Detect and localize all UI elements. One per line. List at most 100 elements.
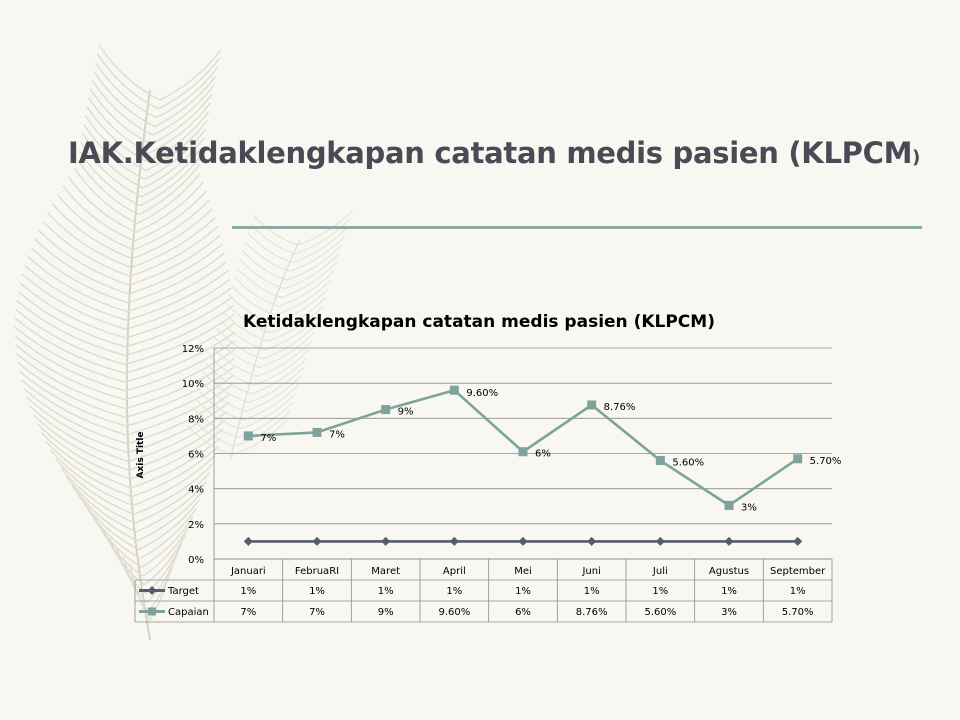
data-label: 9% <box>398 407 414 418</box>
category-label: Juni <box>581 566 600 577</box>
data-point <box>518 536 528 546</box>
table-cell: 9.60% <box>438 607 470 618</box>
data-point <box>724 536 734 546</box>
feather-barb <box>247 232 293 264</box>
feather-barb <box>26 397 128 454</box>
table-cell: 6% <box>515 607 531 618</box>
feather-barb <box>130 225 219 277</box>
data-point <box>793 454 803 464</box>
feather-barb <box>222 310 268 342</box>
feather-barb <box>129 234 221 286</box>
feather-barb <box>145 120 208 172</box>
feather-barb <box>129 428 224 480</box>
feather-barb <box>214 337 260 369</box>
feather-barb <box>251 358 307 395</box>
feather-barb <box>146 552 179 603</box>
data-point <box>655 456 665 466</box>
feather-barb <box>127 252 226 304</box>
feather-barb <box>34 238 129 295</box>
feather-barb <box>154 76 217 128</box>
feather-barb <box>216 328 263 360</box>
feather-barb <box>241 249 288 281</box>
legend-marker <box>148 607 156 616</box>
feather-barb <box>78 150 141 207</box>
feather-barb <box>84 115 147 172</box>
feather-barb <box>194 398 241 430</box>
data-point <box>655 536 665 546</box>
feather-barb <box>47 211 132 269</box>
data-label: 7% <box>260 433 276 444</box>
feather-barb <box>133 199 210 251</box>
feather-barb <box>131 446 219 498</box>
category-label: Agustus <box>709 566 749 577</box>
y-tick-label: 6% <box>188 450 204 461</box>
feather-barb <box>125 375 234 427</box>
feather-barb <box>295 218 351 255</box>
feather-barb <box>77 494 140 551</box>
slide-title-text: IAK.Ketidaklengkapan catatan medis pasie… <box>68 136 913 170</box>
feather-shaft-2 <box>229 239 301 461</box>
feather-barb <box>60 467 136 524</box>
feather-barb <box>225 302 271 334</box>
y-tick-label: 4% <box>188 485 204 496</box>
data-table: Januari FebruaRI Maret April Mei Juni Juli Agus… <box>134 558 833 623</box>
y-tick-label: 10% <box>182 379 204 390</box>
feather-barb <box>38 229 130 286</box>
feather-barb <box>273 288 329 325</box>
feather-barb <box>131 216 216 269</box>
table-cell: 3% <box>721 607 737 618</box>
feather-barb <box>205 363 252 395</box>
feather-barb <box>33 414 130 471</box>
feather-barb <box>152 84 215 136</box>
feather-barb <box>15 344 126 401</box>
feather-barb <box>27 256 128 313</box>
feather-barb <box>30 247 129 304</box>
feather-barb <box>16 352 126 410</box>
feather-barb <box>240 393 296 430</box>
slide-title-close: ) <box>912 147 921 168</box>
feather-barb <box>77 159 139 216</box>
feather-barb <box>128 243 224 295</box>
feather-barb <box>130 437 222 489</box>
feather-barb <box>230 284 277 316</box>
feather-barb <box>125 287 232 339</box>
feather-barb <box>91 79 154 136</box>
feather-barb <box>297 209 354 246</box>
legend-label: Target <box>167 586 199 597</box>
feather-barb <box>133 463 214 515</box>
legend-marker <box>147 586 157 595</box>
feather-barb <box>51 203 133 260</box>
feather-barb <box>86 106 149 163</box>
feather-barb <box>270 297 326 334</box>
feather-barb <box>289 235 346 272</box>
category-label: Maret <box>371 566 400 577</box>
feather-barb <box>252 214 299 246</box>
feather-barb <box>23 388 128 445</box>
feather-barb <box>42 220 131 277</box>
data-point <box>793 536 803 546</box>
feather-barb <box>80 141 142 198</box>
feather-barb <box>124 322 235 374</box>
data-point <box>243 431 253 441</box>
feather-barb <box>126 269 229 322</box>
feather-barb <box>139 507 197 559</box>
feather-barb <box>141 516 194 568</box>
table-cell: 5.70% <box>782 607 814 618</box>
table-cell: 7% <box>240 607 256 618</box>
table-cell: 1% <box>309 586 325 597</box>
feather-barb <box>219 319 266 351</box>
feather-barb <box>125 278 231 330</box>
data-point <box>587 400 597 410</box>
feather-barb <box>68 176 137 233</box>
feather-barb <box>278 270 335 307</box>
feather-barb <box>15 308 126 366</box>
feather-barb <box>275 279 332 316</box>
feather-barb <box>41 432 132 489</box>
feather-barb <box>24 264 127 322</box>
feather-barb <box>89 88 152 145</box>
feather-barb <box>83 502 141 559</box>
feather-barb <box>19 370 127 427</box>
feather-barb <box>142 525 190 577</box>
feather-barb <box>124 313 235 366</box>
feather-barb <box>248 367 304 404</box>
